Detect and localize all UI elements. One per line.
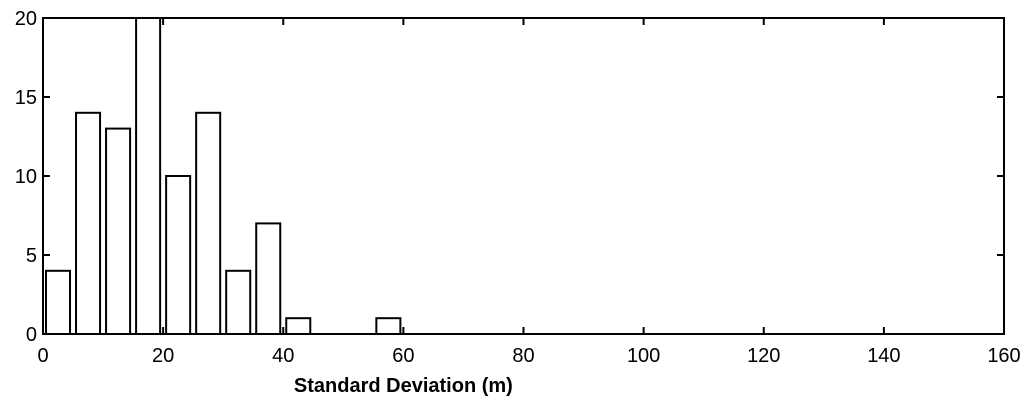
histogram-bar [45, 269, 72, 335]
y-tick-label: 20 [15, 8, 37, 30]
histogram-bar [285, 317, 312, 336]
y-tick-label: 15 [15, 87, 37, 109]
histogram-bar [105, 127, 132, 335]
x-tick-label: 100 [627, 345, 660, 367]
x-tick-label: 80 [512, 345, 534, 367]
y-axis-ticks: 0 5 10 15 20 [15, 8, 1004, 346]
y-tick-label: 0 [26, 324, 37, 346]
x-tick-label: 140 [867, 345, 900, 367]
x-axis-title: Standard Deviation (m) [294, 375, 513, 397]
x-tick-label: 60 [392, 345, 414, 367]
x-tick-label: 40 [272, 345, 294, 367]
y-tick-label: 5 [26, 245, 37, 267]
x-tick-label: 120 [747, 345, 780, 367]
histogram-bar [225, 269, 252, 335]
x-tick-label: 0 [37, 345, 48, 367]
histogram-bar [135, 17, 162, 335]
histogram-bar [195, 111, 222, 335]
histogram-bar [75, 111, 102, 335]
histogram-bar [375, 317, 402, 336]
histogram-bar [165, 175, 192, 335]
x-tick-label: 20 [152, 345, 174, 367]
x-tick-label: 160 [987, 345, 1020, 367]
bars-group [45, 17, 402, 336]
histogram-bar [255, 222, 282, 335]
x-axis-ticks: 0 20 40 60 80 100 120 140 160 [37, 18, 1021, 367]
y-tick-label: 10 [15, 166, 37, 188]
